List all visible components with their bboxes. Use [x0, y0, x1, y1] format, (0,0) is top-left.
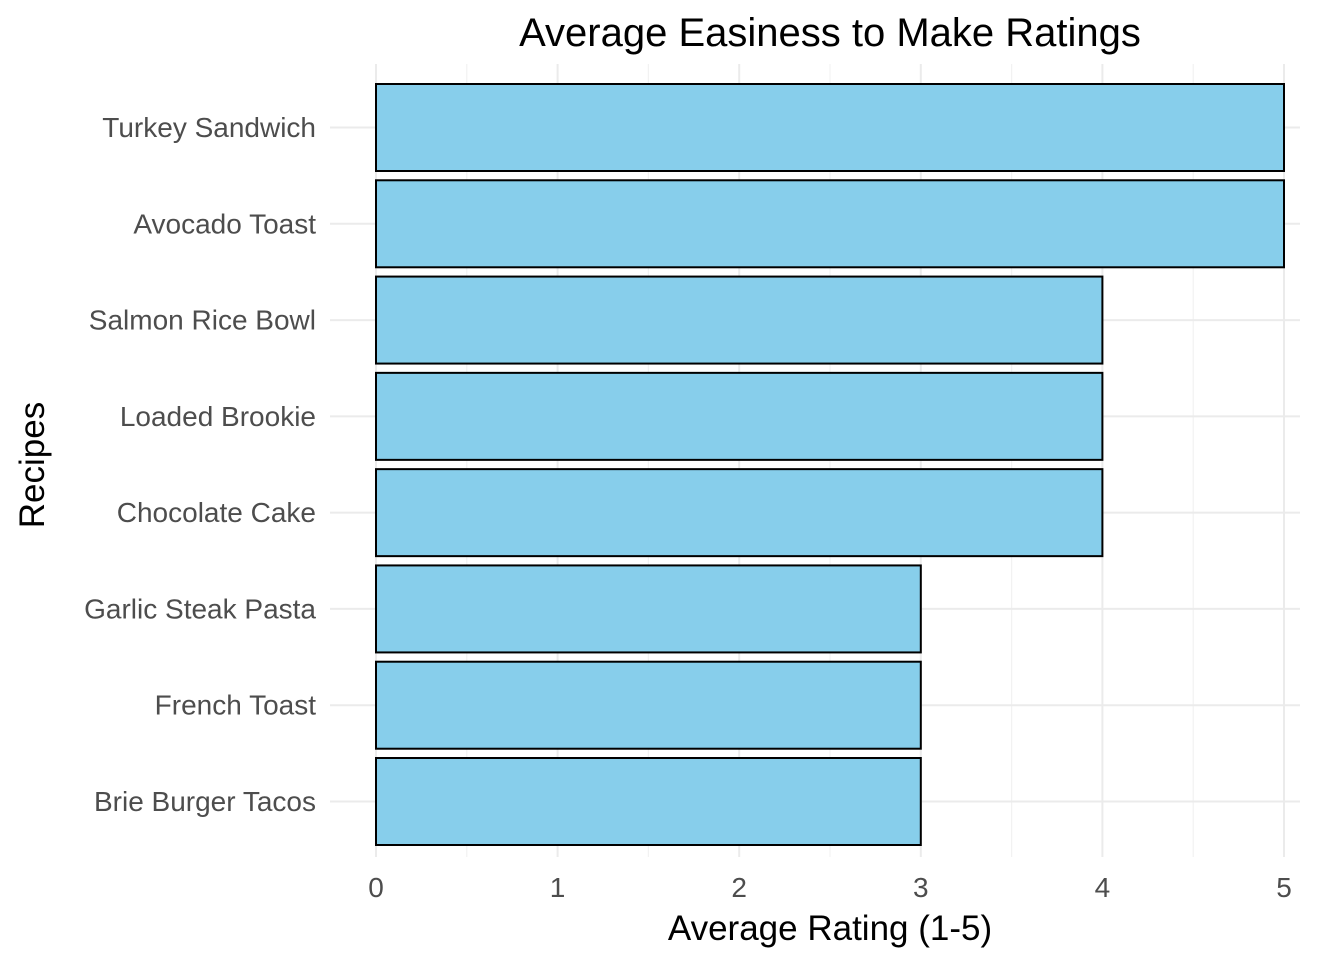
x-tick-label: 2 [731, 872, 747, 903]
x-tick-label: 3 [913, 872, 929, 903]
y-axis-title: Recipes [13, 402, 52, 528]
y-tick-label: Turkey Sandwich [102, 112, 316, 143]
x-tick-label: 4 [1095, 872, 1111, 903]
bar-garlic-steak-pasta [375, 564, 922, 654]
x-tick-label: 1 [550, 872, 566, 903]
bar-avocado-toast [375, 179, 1285, 269]
bar-salmon-rice-bowl [375, 275, 1104, 365]
y-tick-label: Avocado Toast [133, 208, 316, 239]
x-axis-title: Average Rating (1-5) [668, 909, 992, 948]
bar-chocolate-cake [375, 468, 1104, 558]
y-tick-label: French Toast [155, 690, 317, 721]
bar-loaded-brookie [375, 371, 1104, 461]
y-tick-label: Loaded Brookie [120, 401, 316, 432]
y-axis-tick-labels: Turkey Sandwich Avocado Toast Salmon Rice … [84, 112, 316, 817]
bars [375, 83, 1285, 846]
x-axis-tick-labels: 0 1 2 3 4 5 [368, 872, 1292, 903]
y-tick-label: Brie Burger Tacos [94, 786, 316, 817]
y-tick-label: Chocolate Cake [117, 497, 316, 528]
bar-turkey-sandwich [375, 83, 1285, 172]
x-tick-label: 5 [1276, 872, 1292, 903]
y-tick-label: Salmon Rice Bowl [89, 305, 316, 336]
y-tick-label: Garlic Steak Pasta [84, 593, 316, 624]
bar-brie-burger-tacos [375, 757, 922, 846]
chart-title: Average Easiness to Make Ratings [519, 11, 1141, 55]
bar-french-toast [375, 660, 922, 750]
x-tick-label: 0 [368, 872, 384, 903]
